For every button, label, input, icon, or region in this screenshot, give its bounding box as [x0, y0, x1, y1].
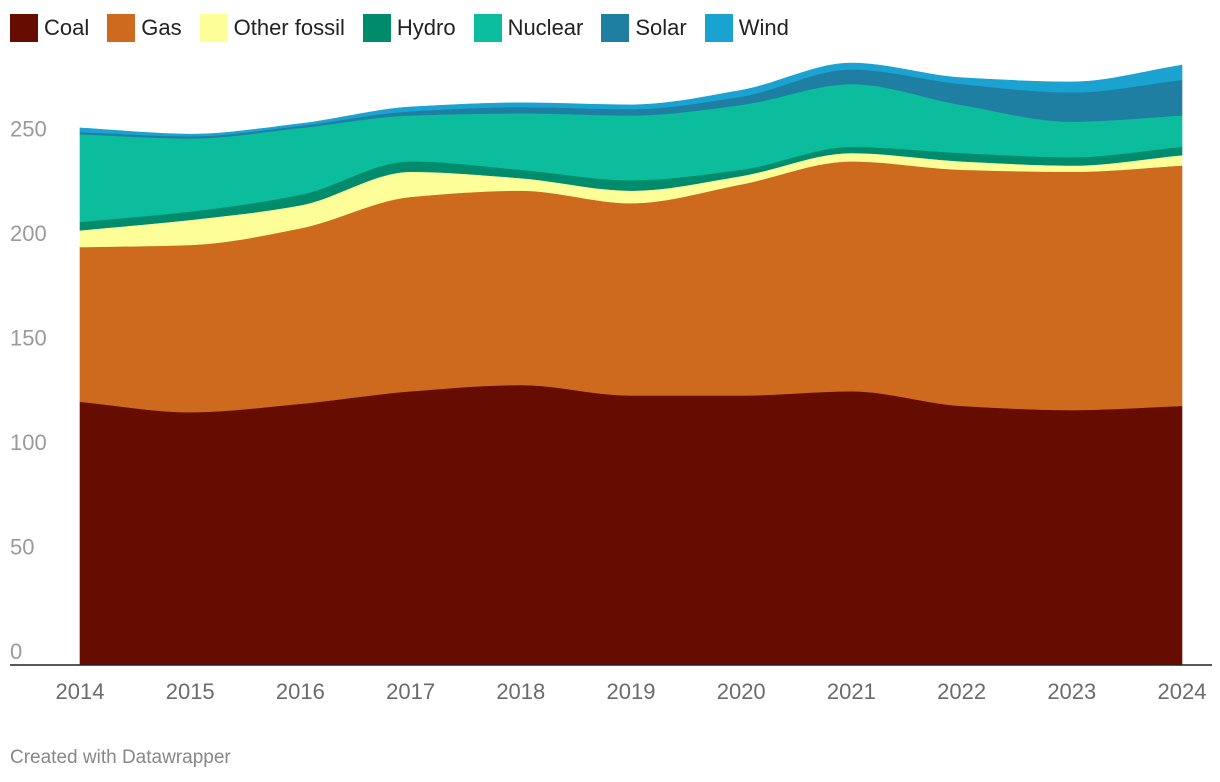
- legend-item-nuclear: Nuclear: [473, 14, 584, 42]
- legend-item-solar: Solar: [601, 14, 687, 42]
- legend-swatch: [107, 14, 136, 42]
- legend-swatch: [704, 14, 733, 42]
- y-tick-label: 0: [10, 639, 22, 664]
- area-coal: [79, 384, 1183, 666]
- x-tick-label: 2018: [496, 679, 545, 704]
- x-axis-ticks: 2014 2015 2016 2017 2018 2019 2020 2021 2022 2023…: [56, 679, 1207, 704]
- legend-label: Nuclear: [507, 15, 584, 40]
- y-tick-label: 250: [10, 117, 47, 142]
- legend-swatch: [601, 14, 630, 42]
- x-tick-label: 2014: [56, 679, 105, 704]
- legend-label: Other fossil: [233, 15, 345, 40]
- x-tick-label: 2015: [166, 679, 215, 704]
- y-tick-label: 100: [10, 430, 47, 455]
- legend-swatch: [362, 14, 391, 42]
- x-tick-label: 2024: [1158, 679, 1207, 704]
- area-wind: [79, 62, 1183, 137]
- legend-item-hydro: Hydro: [362, 14, 456, 42]
- x-tick-label: 2022: [937, 679, 986, 704]
- y-tick-label: 200: [10, 221, 47, 246]
- legend-item-coal: Coal: [10, 14, 89, 42]
- x-tick-label: 2017: [386, 679, 435, 704]
- area-series: [79, 62, 1183, 666]
- y-tick-label: 150: [10, 326, 47, 351]
- x-tick-label: 2016: [276, 679, 325, 704]
- legend-item-wind: Wind: [704, 14, 789, 42]
- legend: Coal Gas Other fossil Hydro Nuclear Solar Wind: [10, 12, 789, 44]
- legend-swatch: [199, 14, 228, 42]
- y-tick-label: 50: [10, 535, 34, 560]
- legend-label: Coal: [44, 15, 90, 40]
- x-tick-label: 2021: [827, 679, 876, 704]
- legend-item-gas: Gas: [107, 14, 182, 42]
- legend-label: Hydro: [396, 15, 456, 40]
- legend-item-other-fossil: Other fossil: [199, 14, 345, 42]
- y-axis-ticks: 0 50 100 150 200 250: [10, 117, 47, 665]
- x-tick-label: 2023: [1047, 679, 1096, 704]
- x-tick-label: 2020: [717, 679, 766, 704]
- legend-label: Wind: [738, 15, 789, 40]
- legend-label: Solar: [635, 15, 687, 40]
- x-tick-label: 2019: [607, 679, 656, 704]
- legend-label: Gas: [141, 15, 182, 40]
- footer-credit: Created with Datawrapper: [10, 747, 231, 768]
- legend-swatch: [473, 14, 502, 42]
- legend-swatch: [10, 14, 38, 42]
